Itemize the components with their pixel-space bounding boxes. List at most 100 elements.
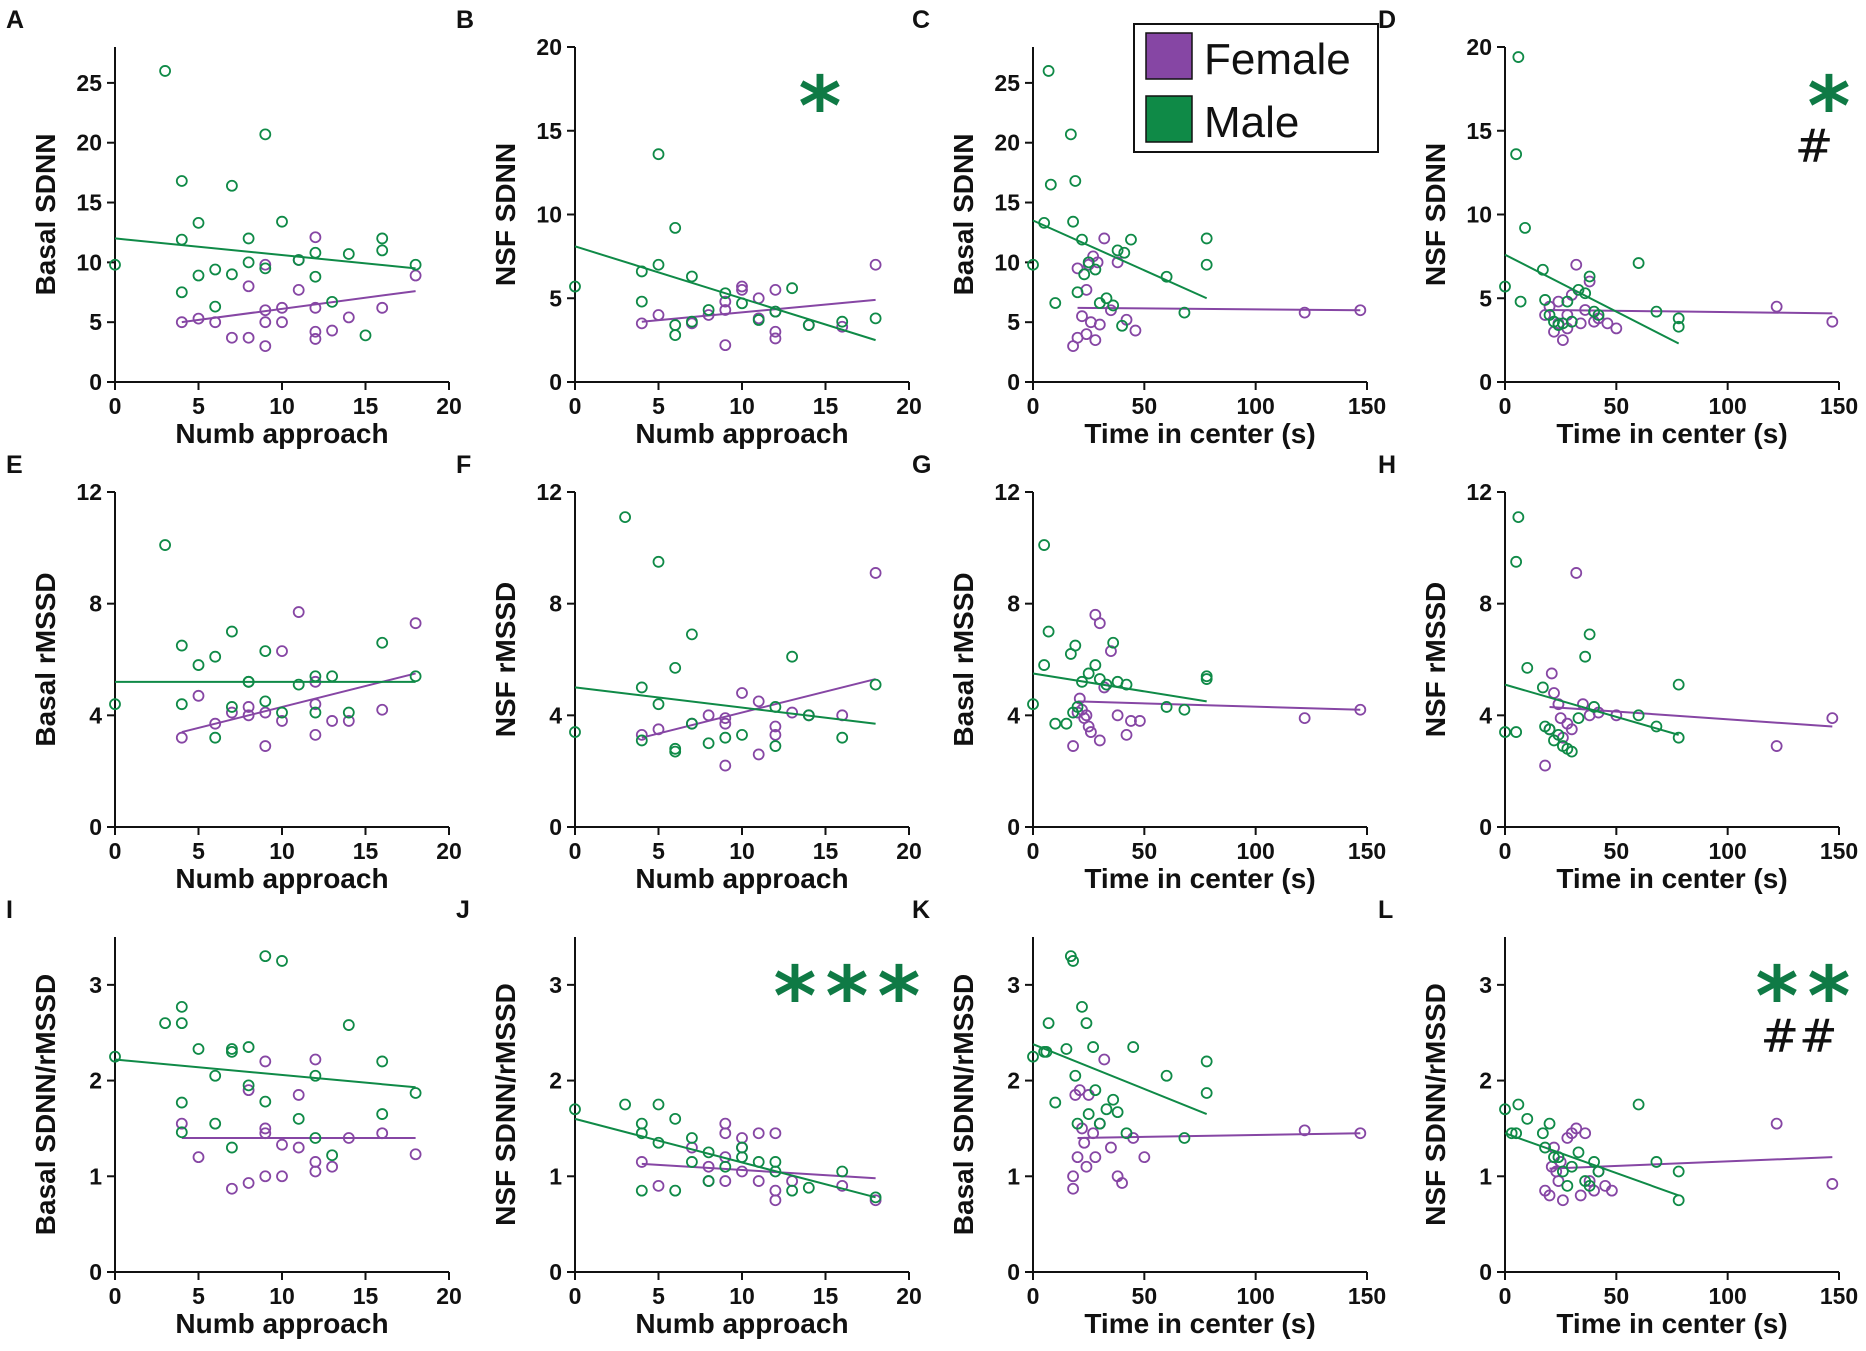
- x-tick-label-a: 20: [436, 393, 462, 419]
- point-male-i: [409, 1087, 422, 1099]
- point-male-i: [192, 1043, 205, 1055]
- point-male-i: [175, 1126, 188, 1139]
- panel-f: F 0 4 8 12 0 5 10 15 20 Numb approach NSF rMSSD: [456, 451, 922, 894]
- fit-line-female-g: [1077, 700, 1361, 711]
- point-female-a: [309, 333, 322, 345]
- x-tick-label-l: 100: [1708, 1283, 1746, 1309]
- point-male-b: [836, 315, 849, 328]
- y-tick-label-l: 0: [1479, 1259, 1492, 1285]
- y-tick-label-d: 0: [1479, 369, 1492, 395]
- significance-star-l: *: [1756, 950, 1799, 1045]
- point-male-c: [1200, 258, 1213, 271]
- x-tick-label-i: 5: [192, 1283, 205, 1309]
- x-tick-label-k: 50: [1132, 1283, 1158, 1309]
- x-tick-label-k: 0: [1027, 1283, 1040, 1309]
- y-tick-label-a: 25: [76, 70, 102, 96]
- point-male-g: [1038, 539, 1051, 551]
- point-male-k: [1060, 1043, 1073, 1055]
- point-female-e: [326, 715, 339, 727]
- x-tick-label-j: 0: [569, 1283, 582, 1309]
- point-female-a: [242, 331, 255, 344]
- point-male-g: [1060, 717, 1073, 730]
- point-male-c: [1049, 297, 1062, 309]
- point-female-a: [292, 283, 305, 296]
- panel-a: A 0 5 10 15 20 25 0 5 10 15 20 Numb approach Basal SD…: [6, 6, 462, 449]
- point-female-h: [1570, 567, 1583, 579]
- point-female-i: [276, 1170, 288, 1183]
- fit-line-male-d: [1504, 253, 1680, 345]
- point-male-e: [159, 539, 172, 551]
- point-male-i: [292, 1112, 305, 1125]
- point-male-c: [1118, 246, 1131, 259]
- y-tick-label-c: 10: [994, 249, 1020, 275]
- point-female-g: [1082, 720, 1095, 733]
- point-male-k: [1027, 1050, 1039, 1063]
- point-male-h: [1588, 701, 1600, 713]
- y-tick-label-a: 0: [89, 369, 102, 395]
- point-male-c: [1125, 233, 1137, 246]
- point-male-i: [175, 1000, 188, 1013]
- point-male-i: [242, 1041, 255, 1053]
- point-male-k: [1200, 1055, 1213, 1068]
- x-tick-label-e: 15: [353, 838, 379, 864]
- point-male-c: [1064, 128, 1077, 141]
- point-female-g: [1093, 617, 1106, 630]
- point-female-l: [1574, 1189, 1587, 1202]
- y-tick-label-l: 2: [1479, 1068, 1492, 1094]
- x-tick-label-g: 100: [1236, 838, 1274, 864]
- point-female-d: [1770, 300, 1783, 313]
- point-female-j: [769, 1184, 782, 1197]
- panel-letter-j: J: [456, 896, 470, 924]
- y-axis-label-d: NSF SDNN: [1420, 143, 1451, 286]
- x-tick-label-l: 50: [1604, 1283, 1630, 1309]
- x-axis-label-e: Numb approach: [175, 863, 388, 894]
- point-male-i: [259, 950, 272, 963]
- point-female-e: [409, 617, 422, 630]
- fit-line-male-g: [1032, 672, 1207, 703]
- y-tick-label-h: 12: [1466, 479, 1492, 505]
- x-axis-label-l: Time in center (s): [1556, 1308, 1787, 1339]
- point-male-a: [276, 215, 288, 228]
- y-axis-label-i: Basal SDNN/rMSSD: [30, 974, 61, 1235]
- point-male-f: [619, 511, 631, 524]
- point-female-h: [1826, 712, 1839, 725]
- y-axis-label-j: NSF SDNN/rMSSD: [490, 983, 521, 1226]
- point-male-i: [242, 1079, 255, 1092]
- point-female-a: [342, 311, 355, 324]
- y-tick-label-f: 8: [549, 591, 562, 617]
- point-female-g: [1111, 709, 1124, 722]
- point-female-h: [1565, 723, 1578, 736]
- panel-i: I 0 1 2 3 0 5 10 15 20 Numb approach Basal SDNN/rMS…: [6, 896, 462, 1339]
- point-female-g: [1080, 709, 1093, 722]
- point-female-a: [376, 301, 389, 314]
- point-male-h: [1543, 723, 1556, 736]
- x-tick-label-h: 100: [1708, 838, 1746, 864]
- point-male-j: [669, 1112, 682, 1125]
- panel-letter-a: A: [6, 6, 24, 34]
- point-male-a: [225, 268, 238, 281]
- point-male-l: [1588, 1156, 1600, 1168]
- point-male-a: [292, 254, 305, 266]
- y-tick-label-d: 20: [1466, 34, 1492, 60]
- point-female-b: [869, 258, 882, 271]
- point-male-k: [1049, 1096, 1062, 1109]
- point-male-k: [1127, 1041, 1140, 1053]
- panel-c: C 0 5 10 15 20 25 0 50 100 150 Time in center (s) Ba…: [912, 6, 1386, 449]
- point-male-d: [1632, 257, 1645, 269]
- panel-g: G 0 4 8 12 0 50 100 150 Time in center (s) Basal r…: [912, 451, 1386, 894]
- significance-star-b: *: [799, 60, 842, 155]
- point-male-e: [209, 650, 222, 663]
- point-male-b: [769, 305, 782, 318]
- point-female-c: [1089, 334, 1102, 347]
- point-female-b: [719, 304, 732, 316]
- point-male-l: [1572, 1146, 1585, 1159]
- fit-line-female-c: [1077, 306, 1361, 312]
- point-male-j: [802, 1181, 815, 1194]
- y-tick-label-c: 25: [994, 70, 1020, 96]
- y-tick-label-c: 15: [994, 190, 1020, 216]
- point-male-k: [1107, 1093, 1120, 1106]
- point-male-b: [652, 258, 665, 271]
- point-male-e: [376, 636, 389, 649]
- point-male-i: [376, 1055, 389, 1068]
- point-male-i: [259, 1095, 272, 1108]
